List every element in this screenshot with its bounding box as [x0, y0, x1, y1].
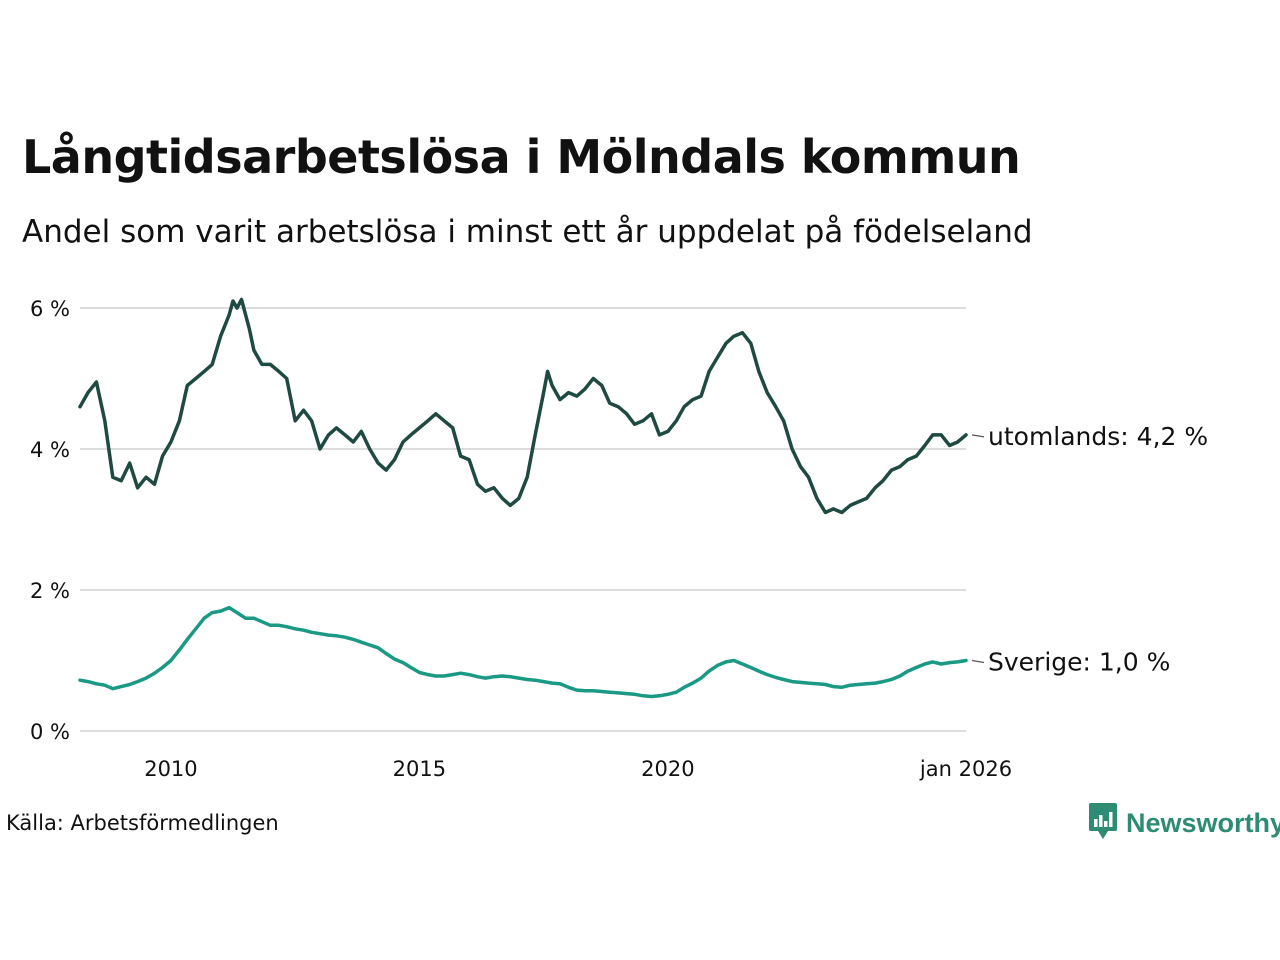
x-tick-label: 2015	[393, 757, 446, 781]
newsworthy-logo-icon	[1088, 802, 1118, 844]
y-tick-label: 2 %	[30, 579, 70, 603]
y-tick-label: 4 %	[30, 438, 70, 462]
end-label-connector	[971, 659, 985, 664]
gridlines	[80, 307, 966, 732]
series-line-sverige	[78, 605, 968, 699]
y-tick-label: 0 %	[30, 720, 70, 744]
brand-name: Newsworthy	[1126, 807, 1280, 838]
chart-title: Långtidsarbetslösa i Mölndals kommun	[22, 130, 1021, 184]
y-tick-label: 6 %	[30, 297, 70, 321]
x-tick-label: 2010	[144, 757, 197, 781]
y-axis-ticks: 0 % 2 % 4 % 6 %	[30, 297, 70, 744]
series-end-labels: utomlands: 4,2 % Sverige: 1,0 %	[971, 422, 1208, 677]
end-label-sverige: Sverige: 1,0 %	[988, 648, 1170, 677]
series-lines	[78, 297, 968, 699]
x-axis-ticks: 2010 2015 2020 jan 2026	[144, 757, 1012, 781]
x-tick-label: jan 2026	[919, 757, 1012, 781]
end-label-connector	[971, 434, 985, 438]
brand-logo[interactable]: Newsworthy	[1088, 802, 1280, 844]
x-tick-label: 2020	[641, 757, 694, 781]
chart-subtitle: Andel som varit arbetslösa i minst ett å…	[22, 214, 1033, 250]
series-line-utomlands	[78, 297, 968, 515]
source-note: Källa: Arbetsförmedlingen	[6, 811, 279, 835]
end-label-utomlands: utomlands: 4,2 %	[988, 422, 1208, 451]
